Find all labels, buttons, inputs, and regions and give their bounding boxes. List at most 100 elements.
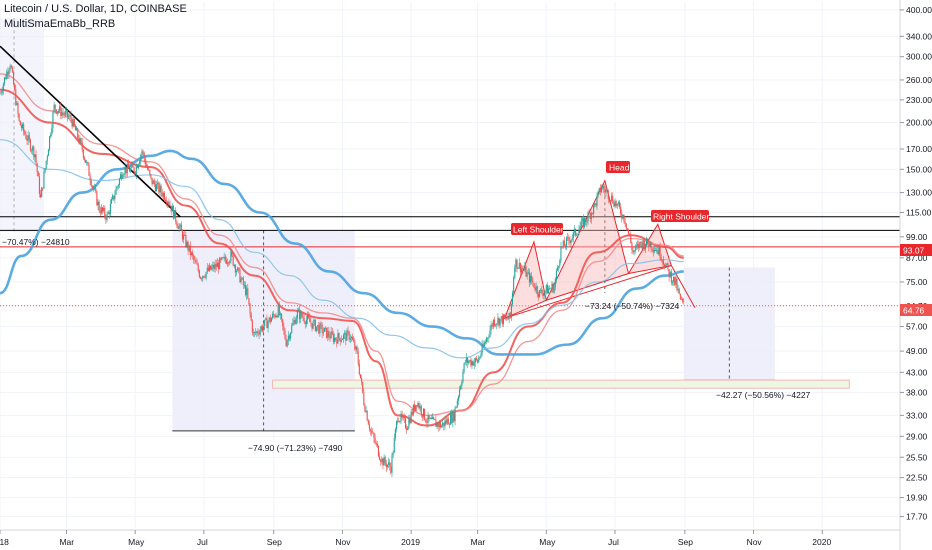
candle-body xyxy=(551,283,553,289)
candle-body xyxy=(379,456,381,460)
candle-body xyxy=(190,252,193,255)
candle-body xyxy=(457,396,459,401)
candle-body xyxy=(365,410,367,412)
candle-body xyxy=(258,333,260,335)
candle-body xyxy=(618,202,621,208)
candle-body xyxy=(117,185,119,187)
candle-body xyxy=(514,267,516,278)
candle-body xyxy=(154,184,156,192)
candle-body xyxy=(169,204,171,206)
moving-averages xyxy=(0,45,684,427)
candle-body xyxy=(242,277,244,286)
candle-body xyxy=(519,262,521,273)
candle-body xyxy=(65,110,68,112)
candle-body xyxy=(211,267,213,270)
candle-body xyxy=(319,323,321,334)
candle-body xyxy=(245,284,247,296)
candle-body xyxy=(72,119,74,127)
y-tick-label: 150.00 xyxy=(906,164,932,174)
candle-body xyxy=(413,404,416,411)
candle-body xyxy=(165,199,167,202)
candle-body xyxy=(504,314,506,318)
candle-body xyxy=(118,178,120,186)
candle-body xyxy=(489,330,491,337)
candle-body xyxy=(150,174,152,178)
candle-body xyxy=(32,146,34,151)
candle-body xyxy=(650,242,652,249)
candle-body xyxy=(58,110,60,112)
candle-body xyxy=(315,326,318,331)
candle-body xyxy=(123,174,125,176)
candle-body xyxy=(682,298,684,302)
candle-body xyxy=(534,287,536,291)
candle-body xyxy=(406,427,408,431)
candle-body xyxy=(662,260,665,265)
candle-body xyxy=(195,260,197,264)
candle-body xyxy=(515,259,517,268)
candle-body xyxy=(228,262,230,264)
candle-body xyxy=(585,218,587,222)
candle-body xyxy=(217,262,220,270)
candle-body xyxy=(429,417,431,419)
candle-body xyxy=(267,321,269,329)
candle-body xyxy=(68,116,70,118)
candle-body xyxy=(179,224,181,227)
candle-body xyxy=(433,417,435,419)
candle-body xyxy=(472,361,474,366)
candle-body xyxy=(594,203,596,206)
candle-body xyxy=(273,313,275,316)
candle-body xyxy=(282,318,284,327)
head-label: Head xyxy=(606,161,630,173)
candle-body xyxy=(536,286,538,294)
candle-body xyxy=(375,443,377,444)
candle-body xyxy=(35,154,37,164)
candle-body xyxy=(248,298,250,305)
candle-body xyxy=(313,319,315,322)
candle-body xyxy=(241,277,243,279)
candle-body xyxy=(265,318,267,320)
candle-body xyxy=(649,242,651,247)
candle-body xyxy=(437,423,439,427)
candle-body xyxy=(96,191,98,206)
x-tick-label: Nov xyxy=(747,537,763,547)
candle-body xyxy=(166,201,168,204)
candle-body xyxy=(602,185,604,188)
candle-body xyxy=(608,199,610,201)
candle-body xyxy=(272,313,274,319)
candle-body xyxy=(604,188,606,192)
measure-label-first: −70.47%) −24810 xyxy=(2,237,70,247)
candle-body xyxy=(568,237,570,241)
candle-body xyxy=(98,201,100,211)
candle-body xyxy=(616,203,618,206)
candle-body xyxy=(279,313,282,316)
candle-body xyxy=(186,241,188,247)
candle-body xyxy=(493,319,496,326)
candle-body xyxy=(94,188,96,189)
candle-body xyxy=(670,271,672,283)
candle-body xyxy=(283,326,285,331)
candle-body xyxy=(562,240,564,247)
candle-body xyxy=(340,340,342,342)
candle-body xyxy=(226,262,229,264)
candle-body xyxy=(407,427,409,431)
x-tick-label: Mar xyxy=(471,537,486,547)
candle-body xyxy=(596,195,598,206)
candle-body xyxy=(626,228,628,230)
candle-body xyxy=(435,419,437,427)
y-tick-label: 87.00 xyxy=(906,253,928,263)
candle-body xyxy=(295,318,297,325)
candle-body xyxy=(611,195,613,201)
candle-body xyxy=(653,249,655,252)
candle-body xyxy=(657,250,659,255)
candle-body xyxy=(683,301,685,303)
candle-body xyxy=(606,190,608,191)
candle-body xyxy=(229,261,231,264)
candle-body xyxy=(176,221,178,226)
candle-body xyxy=(660,257,662,261)
candle-body xyxy=(145,164,147,167)
candle-body xyxy=(542,293,544,296)
candle-body xyxy=(133,167,135,173)
candle-body xyxy=(495,324,497,326)
candle-body xyxy=(549,288,551,290)
candle-body xyxy=(558,266,560,268)
